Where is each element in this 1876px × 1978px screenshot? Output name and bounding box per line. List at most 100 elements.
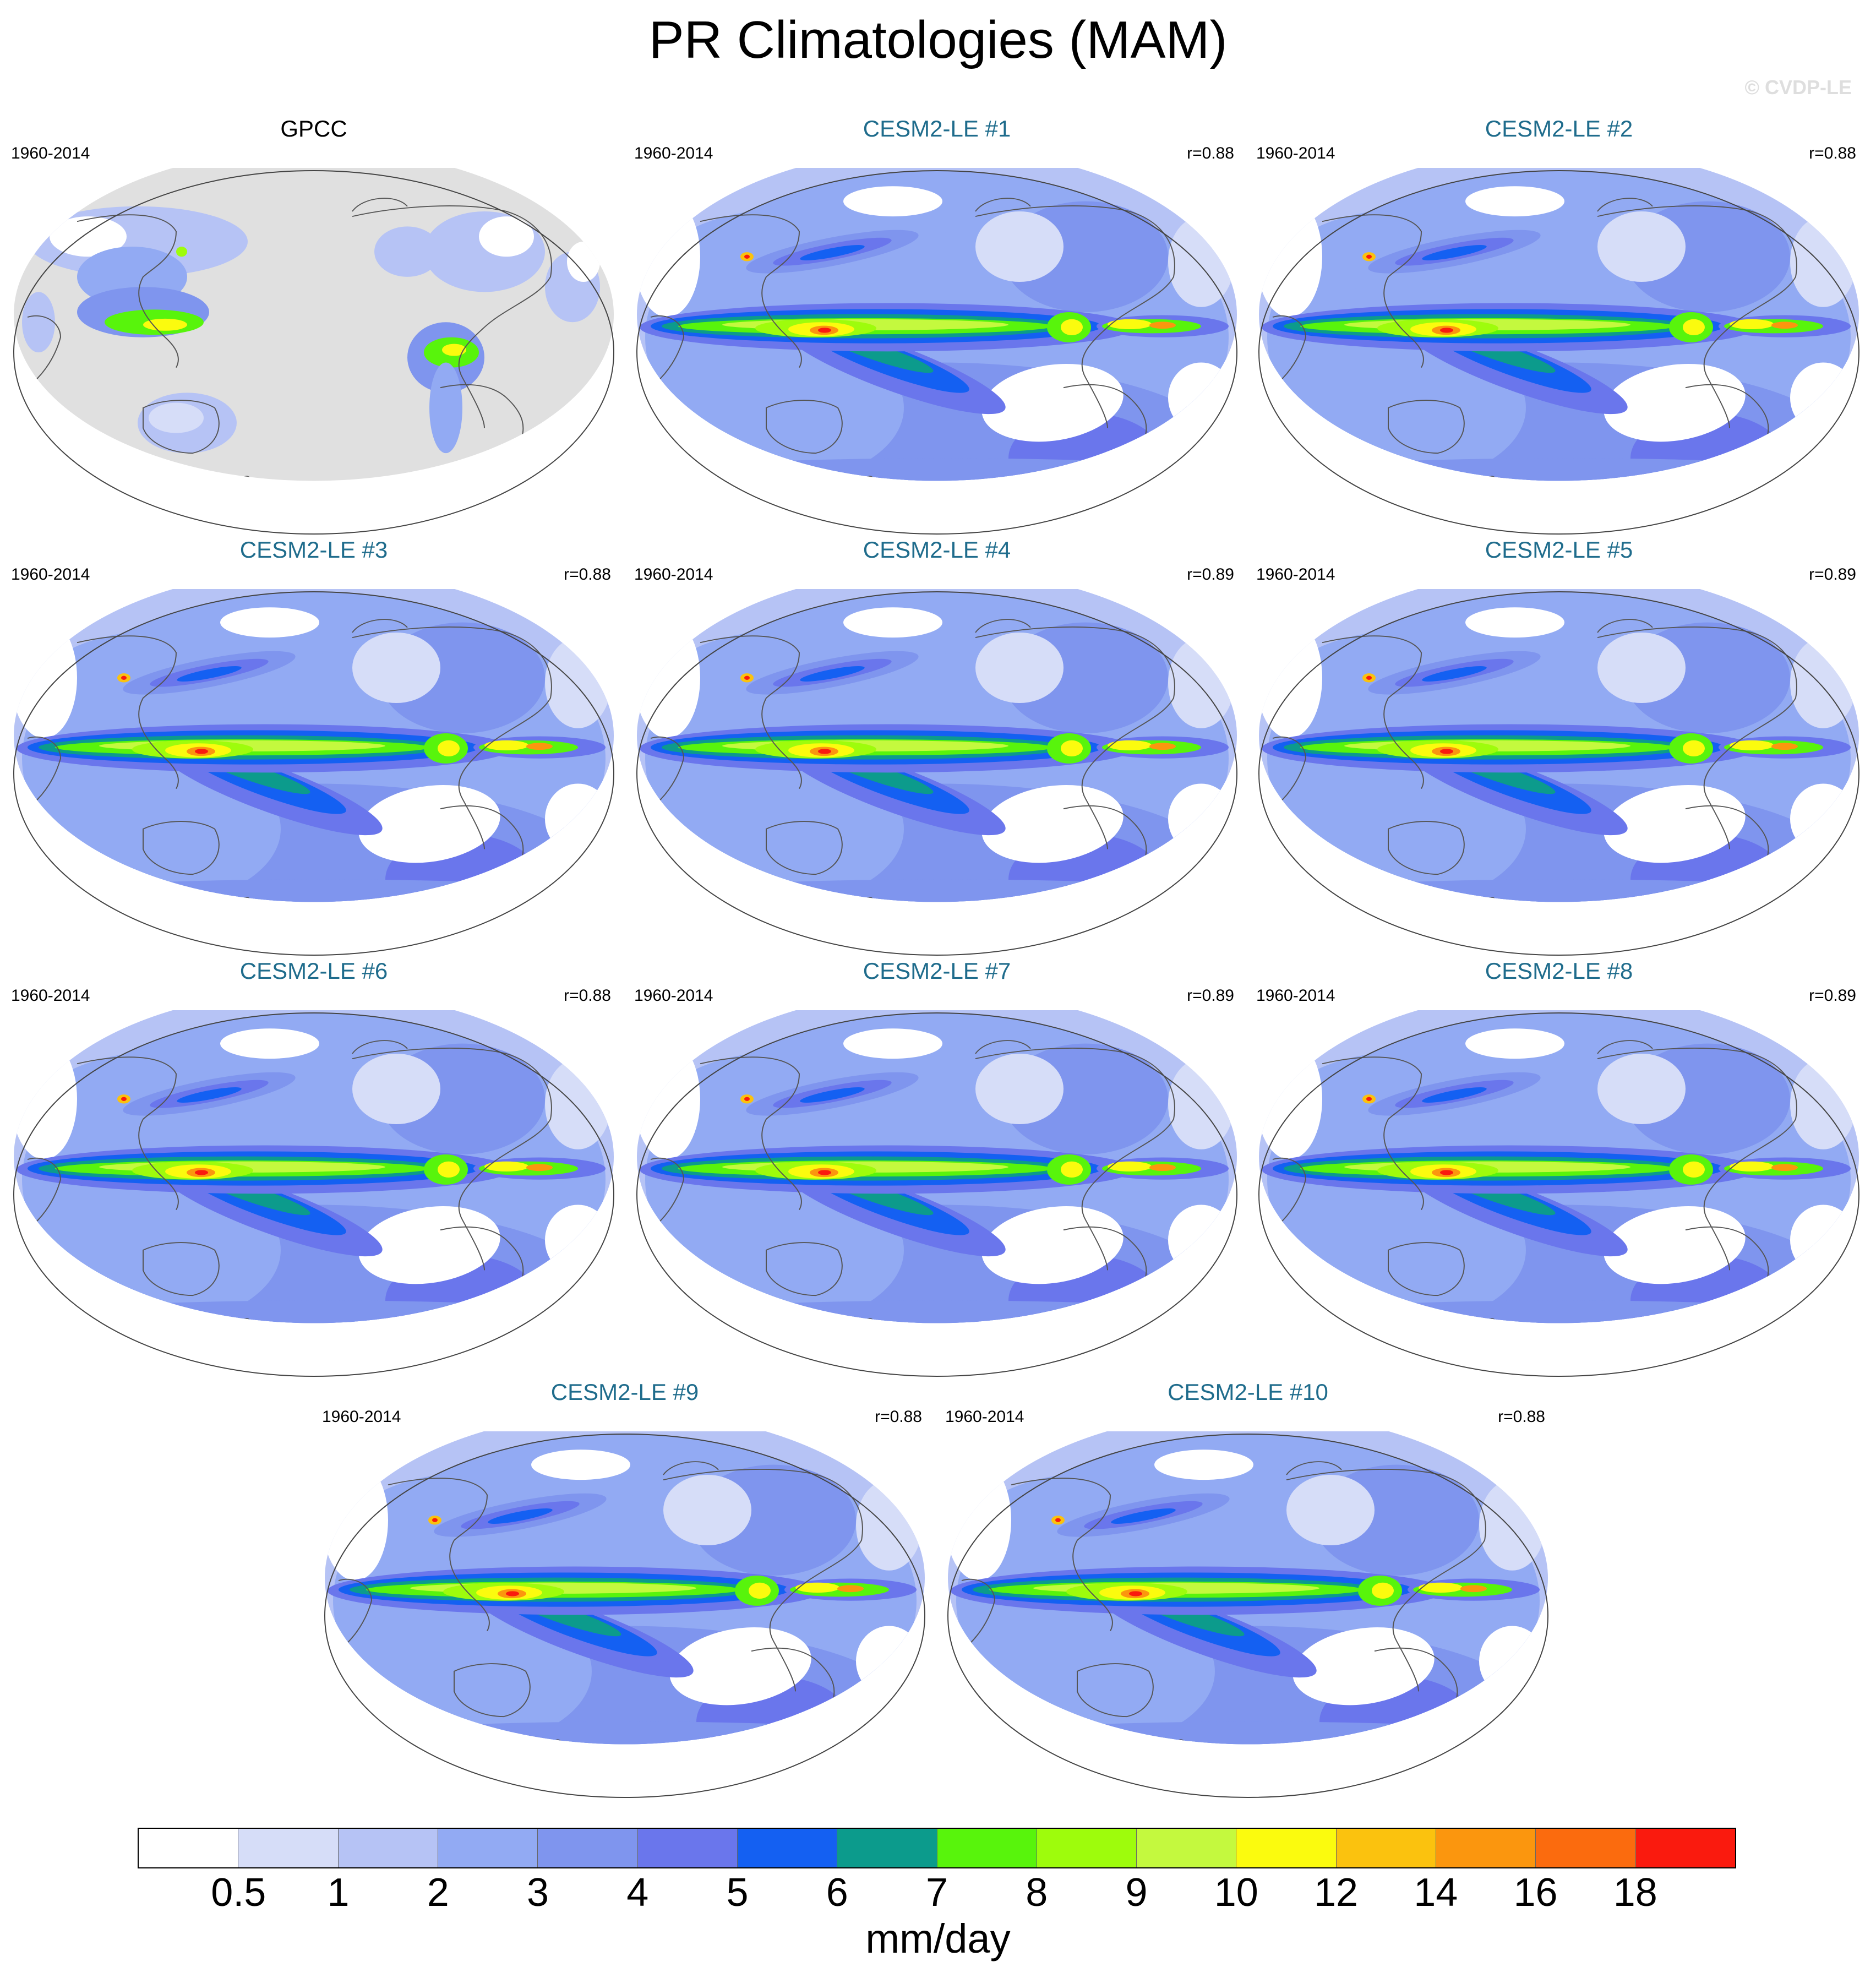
panel-years: 1960-2014 [11,565,90,584]
panel-correlation: r=0.89 [1187,565,1234,584]
panel-title: CESM2-LE #1 [863,116,1011,141]
map-panel: CESM2-LE #8 1960-2014 r=0.89 [1256,958,1862,1377]
colorbar-tick-label: 16 [1513,1871,1558,1915]
panel-correlation: r=0.88 [1809,144,1856,162]
map-border [947,1434,1548,1798]
colorbar-units: mm/day [865,1916,1011,1961]
colorbar-swatch [937,1829,1037,1867]
colorbar-swatch [1137,1829,1237,1867]
colorbar-tick-label: 12 [1313,1871,1359,1915]
map-1 [636,168,1237,535]
watermark: © CVDP-LE [1744,76,1852,99]
figure-title: PR Climatologies (MAM) [648,10,1228,69]
colorbar-tick-label: 14 [1414,1871,1458,1915]
colorbar-swatch [139,1829,239,1867]
colorbar-swatch [238,1829,339,1867]
panel-years: 1960-2014 [634,144,713,162]
map-border [1258,591,1859,956]
colorbar-tick-label: 3 [526,1871,549,1915]
map-2 [1258,168,1859,535]
map-4 [636,589,1237,956]
map-6 [13,1010,614,1377]
map-7 [636,1010,1237,1377]
map-border [13,170,614,535]
panel-correlation: r=0.88 [1498,1408,1545,1426]
map-border [636,170,1237,535]
panel-title: CESM2-LE #10 [1168,1379,1328,1405]
colorbar-tick-label: 2 [427,1871,449,1915]
panel-years: 1960-2014 [945,1408,1024,1426]
panel-years: 1960-2014 [634,987,713,1005]
map-panel: GPCC 1960-2014 [11,116,617,535]
panel-correlation: r=0.88 [564,565,611,584]
map-panel: CESM2-LE #6 1960-2014 r=0.88 [11,958,617,1377]
panel-title: CESM2-LE #3 [239,537,388,563]
colorbar-tick-label: 18 [1613,1871,1657,1915]
colorbar-tick-label: 0.5 [211,1871,266,1915]
map-border [636,591,1237,956]
map-panel: CESM2-LE #1 1960-2014 r=0.88 [634,116,1240,535]
map-panel: CESM2-LE #2 1960-2014 r=0.88 [1256,116,1862,535]
map-0 [13,168,614,535]
colorbar-swatch [1436,1829,1536,1867]
map-8 [1258,1010,1859,1377]
panel-title: CESM2-LE #5 [1485,537,1633,563]
map-panel: CESM2-LE #9 1960-2014 r=0.88 [322,1379,928,1798]
panel-title: CESM2-LE #6 [239,958,388,984]
map-panel: CESM2-LE #10 1960-2014 r=0.88 [945,1379,1551,1798]
map-border [13,1012,614,1377]
map-9 [324,1431,925,1798]
colorbar-tick-label: 4 [626,1871,649,1915]
map-panel: CESM2-LE #5 1960-2014 r=0.89 [1256,537,1862,956]
panel-correlation: r=0.89 [1809,987,1856,1005]
colorbar-tick-label: 6 [826,1871,848,1915]
map-5 [1258,589,1859,956]
colorbar-swatch [837,1829,937,1867]
panel-years: 1960-2014 [1256,987,1335,1005]
panel-title: CESM2-LE #4 [863,537,1011,563]
colorbar-labels: 0.5 1 2 3 4 5 6 7 8 9 10 12 14 16 18 [0,1871,1876,1920]
panel-correlation: r=0.88 [564,987,611,1005]
panel-years: 1960-2014 [634,565,713,584]
map-border [13,591,614,956]
colorbar-swatch [737,1829,838,1867]
panel-title: CESM2-LE #2 [1485,116,1633,141]
panel-title: GPCC [280,116,347,141]
colorbar-tick-label: 5 [726,1871,749,1915]
colorbar-swatch [438,1829,538,1867]
panel-years: 1960-2014 [1256,144,1335,162]
panel-years: 1960-2014 [11,987,90,1005]
panel-years: 1960-2014 [11,144,90,162]
panel-title: CESM2-LE #8 [1485,958,1633,984]
colorbar-swatch [1536,1829,1636,1867]
colorbar-swatch [338,1829,438,1867]
map-10 [947,1431,1548,1798]
panel-correlation: r=0.89 [1187,987,1234,1005]
colorbar [138,1828,1736,1868]
map-border [1258,170,1859,535]
map-panel: CESM2-LE #4 1960-2014 r=0.89 [634,537,1240,956]
colorbar-swatch [1336,1829,1437,1867]
map-border [324,1434,925,1798]
colorbar-tick-label: 7 [925,1871,948,1915]
panel-years: 1960-2014 [1256,565,1335,584]
colorbar-tick-label: 9 [1125,1871,1148,1915]
panel-title: CESM2-LE #7 [863,958,1011,984]
colorbar-swatch [1635,1829,1735,1867]
colorbar-tick-label: 10 [1214,1871,1258,1915]
map-border [636,1012,1237,1377]
map-panel: CESM2-LE #3 1960-2014 r=0.88 [11,537,617,956]
colorbar-swatch [637,1829,738,1867]
panel-title: CESM2-LE #9 [550,1379,699,1405]
map-3 [13,589,614,956]
panel-correlation: r=0.88 [875,1408,922,1426]
colorbar-swatch [1236,1829,1337,1867]
map-border [1258,1012,1859,1377]
colorbar-tick-label: 1 [327,1871,350,1915]
colorbar-tick-label: 8 [1026,1871,1048,1915]
panel-years: 1960-2014 [322,1408,401,1426]
panel-correlation: r=0.89 [1809,565,1856,584]
colorbar-swatch [538,1829,638,1867]
panel-correlation: r=0.88 [1187,144,1234,162]
map-panel: CESM2-LE #7 1960-2014 r=0.89 [634,958,1240,1377]
